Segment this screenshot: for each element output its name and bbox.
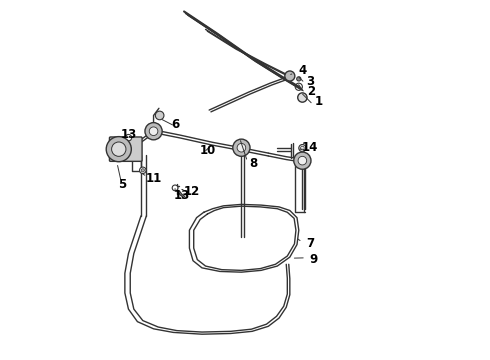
Text: 13: 13 — [120, 127, 136, 141]
Circle shape — [233, 139, 250, 156]
Text: 11: 11 — [146, 172, 162, 185]
Text: 4: 4 — [298, 64, 306, 77]
Text: 12: 12 — [184, 185, 200, 198]
Text: 10: 10 — [200, 144, 217, 157]
Text: 6: 6 — [172, 118, 180, 131]
Circle shape — [155, 111, 164, 120]
Circle shape — [296, 77, 301, 81]
Text: 2: 2 — [307, 85, 315, 98]
Text: 13: 13 — [173, 189, 190, 202]
Circle shape — [140, 167, 146, 174]
Text: 5: 5 — [118, 178, 126, 191]
Circle shape — [141, 169, 145, 172]
Text: 7: 7 — [306, 237, 314, 250]
Text: 9: 9 — [310, 253, 318, 266]
Circle shape — [298, 93, 307, 102]
Text: 1: 1 — [315, 95, 323, 108]
Circle shape — [145, 123, 162, 140]
Circle shape — [285, 71, 295, 81]
Circle shape — [172, 185, 178, 191]
Text: 8: 8 — [249, 157, 258, 170]
Circle shape — [149, 127, 158, 135]
Circle shape — [298, 156, 307, 165]
Text: 3: 3 — [307, 75, 315, 87]
Circle shape — [300, 146, 304, 150]
Circle shape — [299, 144, 306, 152]
Circle shape — [112, 142, 126, 156]
Circle shape — [294, 152, 311, 169]
Circle shape — [106, 136, 131, 162]
FancyBboxPatch shape — [109, 137, 142, 161]
Circle shape — [237, 143, 245, 152]
Circle shape — [125, 134, 132, 141]
Text: 14: 14 — [302, 140, 318, 153]
